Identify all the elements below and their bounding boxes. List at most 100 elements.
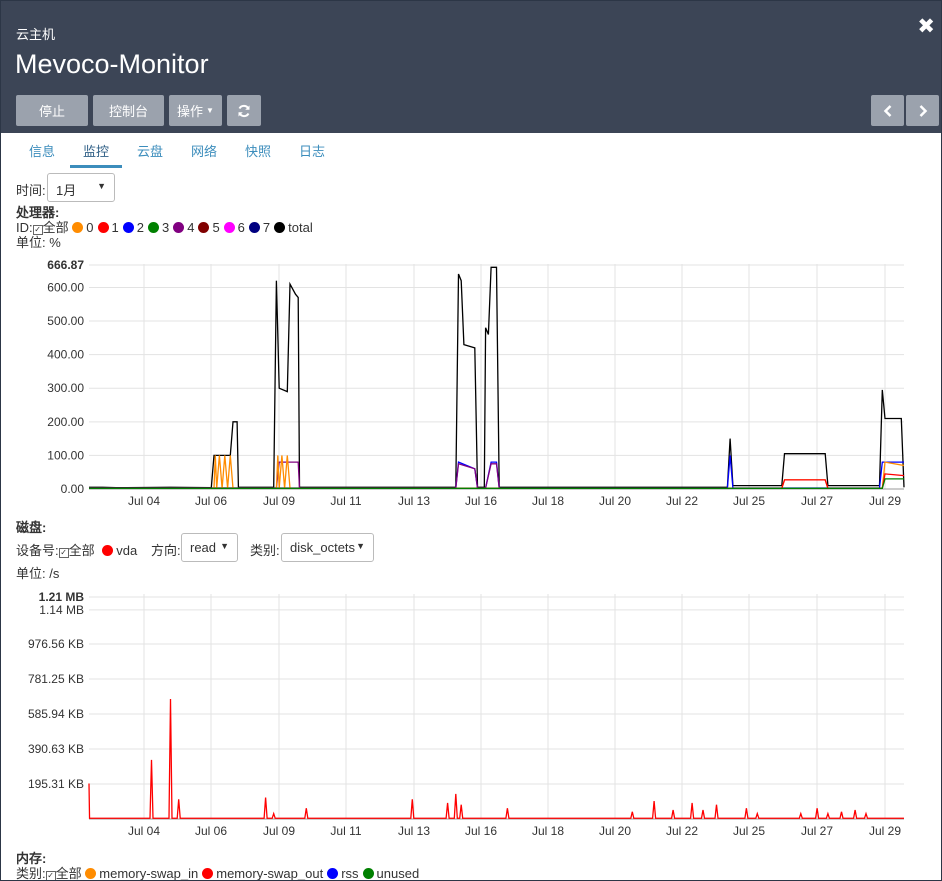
- time-select[interactable]: 1月 ▼: [47, 173, 115, 202]
- cpu-legend-item-label: 5: [212, 220, 220, 235]
- x-tick-label: Jul 06: [195, 824, 227, 838]
- direction-select[interactable]: read ▼: [181, 533, 238, 562]
- x-tick-label: Jul 16: [465, 494, 497, 508]
- next-button[interactable]: [906, 95, 939, 126]
- legend-dot-vda: [102, 545, 114, 556]
- y-tick-label: 600.00: [47, 280, 84, 294]
- tab-info[interactable]: 信息: [28, 144, 55, 159]
- x-tick-label: Jul 25: [733, 824, 765, 838]
- legend-dot-icon: [173, 222, 185, 233]
- series-line-total: [89, 266, 905, 489]
- chevron-right-icon: [919, 104, 927, 117]
- cpu-chart: Jul 04 Jul 06 Jul 09 Jul 11 Jul 13 Jul 16 Jul …: [47, 258, 905, 508]
- tab-monitor[interactable]: 监控: [70, 141, 122, 168]
- cpu-legend-item-1[interactable]: 1: [97, 220, 119, 235]
- x-tick-label: Jul 29: [869, 824, 901, 838]
- tab-snapshot[interactable]: 快照: [244, 144, 271, 159]
- cpu-legend-item-label: 7: [262, 220, 271, 235]
- cpu-legend-item-total[interactable]: total: [274, 220, 313, 235]
- x-tick-label: Jul 11: [330, 824, 361, 838]
- y-tick-label: 781.25 KB: [28, 672, 84, 686]
- tab-volume[interactable]: 云盘: [136, 144, 163, 159]
- legend-dot-icon: [85, 868, 97, 879]
- cpu-legend-items: 0 1 2 3 4 5 6 7 total: [72, 220, 316, 235]
- x-tick-label: Jul 09: [263, 824, 295, 838]
- tab-log[interactable]: 日志: [298, 144, 325, 159]
- type-select[interactable]: disk_octets ▼: [281, 533, 374, 562]
- disk-chart: Jul 04 Jul 06 Jul 09 Jul 11 Jul 13 Jul 16 Jul …: [28, 590, 904, 838]
- legend-dot-icon: [122, 222, 134, 233]
- x-tick-label: Jul 29: [869, 494, 901, 508]
- cpu-unit: 单位: %: [16, 235, 61, 250]
- disk-device-filter: 设备号: ✓ 全部 vda: [16, 540, 137, 559]
- legend-dot-icon: [274, 222, 286, 233]
- close-icon[interactable]: ✖: [917, 15, 935, 38]
- checkbox-all[interactable]: ✓: [45, 871, 56, 880]
- x-tick-label: Jul 27: [801, 494, 833, 508]
- dialog-header: 云主机 Mevoco-Monitor ✖ 停止 控制台 操作 ▼: [1, 1, 941, 133]
- memory-all-label: 全部: [55, 866, 82, 881]
- memory-legend-items: memory-swap_in memory-swap_out rss unused: [85, 866, 423, 881]
- cpu-legend-item-7[interactable]: 7: [248, 220, 271, 235]
- legend-dot-icon: [198, 222, 210, 233]
- x-tick-label: Jul 09: [263, 494, 295, 508]
- cpu-legend: ID: ✓ 全部 0 1 2 3 4 5 6 7 total: [16, 217, 317, 236]
- cpu-legend-item-2[interactable]: 2: [122, 220, 144, 235]
- caret-down-icon: ▼: [206, 106, 214, 115]
- memory-legend-item-memory-swap_in[interactable]: memory-swap_in: [85, 866, 198, 880]
- refresh-icon: [238, 104, 250, 117]
- stop-button[interactable]: 停止: [16, 95, 88, 126]
- memory-legend-item-rss[interactable]: rss: [327, 866, 359, 880]
- disk-all-label: 全部: [68, 543, 95, 558]
- cpu-legend-item-label: total: [288, 220, 313, 235]
- cpu-legend-item-4[interactable]: 4: [173, 220, 194, 235]
- cpu-title: 处理器:: [16, 205, 60, 220]
- cpu-legend-item-label: 4: [187, 220, 195, 235]
- cpu-legend-item-5[interactable]: 5: [198, 220, 220, 235]
- x-tick-label: Jul 11: [330, 494, 361, 508]
- refresh-button[interactable]: [227, 95, 261, 126]
- y-tick-label: 300.00: [47, 381, 84, 395]
- cpu-legend-item-6[interactable]: 6: [223, 220, 245, 235]
- y-tick-label: 500.00: [47, 314, 84, 328]
- actions-dropdown-button[interactable]: 操作 ▼: [169, 95, 222, 126]
- memory-title: 内存:: [16, 851, 47, 866]
- checkbox-all[interactable]: ✓: [32, 225, 43, 235]
- cpu-legend-item-label: 3: [161, 220, 170, 235]
- tab-network[interactable]: 网络: [190, 144, 217, 159]
- memory-legend-item-unused[interactable]: unused: [362, 866, 420, 881]
- caret-down-icon: ▼: [220, 541, 229, 551]
- disk-device-name[interactable]: vda: [116, 543, 138, 558]
- checkbox-all[interactable]: ✓: [58, 548, 69, 558]
- dialog-title: Mevoco-Monitor: [15, 49, 209, 79]
- cpu-legend-item-3[interactable]: 3: [147, 220, 170, 235]
- series-line-3: [89, 478, 904, 489]
- direction-label: 方向:: [151, 543, 181, 558]
- memory-legend-item-label: unused: [376, 866, 420, 881]
- x-tick-label: Jul 27: [801, 824, 833, 838]
- time-label: 时间:: [16, 183, 46, 198]
- x-tick-label: Jul 22: [666, 494, 698, 508]
- y-tick-label: 100.00: [47, 448, 84, 462]
- cpu-all-label: 全部: [42, 220, 69, 235]
- x-tick-label: Jul 18: [532, 824, 564, 838]
- cpu-legend-item-0[interactable]: 0: [72, 220, 94, 235]
- x-tick-label: Jul 04: [128, 824, 160, 838]
- x-tick-label: Jul 22: [666, 824, 698, 838]
- y-tick-label: 195.31 KB: [28, 777, 84, 791]
- actions-label: 操作: [177, 104, 204, 119]
- x-tick-label: Jul 13: [398, 494, 430, 508]
- type-select-value: disk_octets: [290, 540, 356, 555]
- disk-device-label: 设备号:: [16, 543, 59, 558]
- previous-button[interactable]: [871, 95, 904, 126]
- legend-dot-icon: [97, 222, 109, 233]
- y-tick-label: 200.00: [47, 415, 84, 429]
- memory-legend-item-memory-swap_out[interactable]: memory-swap_out: [202, 866, 324, 881]
- caret-down-icon: ▼: [356, 541, 365, 551]
- legend-dot-icon: [327, 868, 339, 879]
- console-button[interactable]: 控制台: [93, 95, 164, 126]
- memory-legend: 类别: ✓ 全部 memory-swap_in memory-swap_out rss u…: [16, 863, 423, 881]
- memory-legend-item-label: memory-swap_out: [216, 866, 324, 881]
- y-tick-label: 0.00: [61, 482, 85, 496]
